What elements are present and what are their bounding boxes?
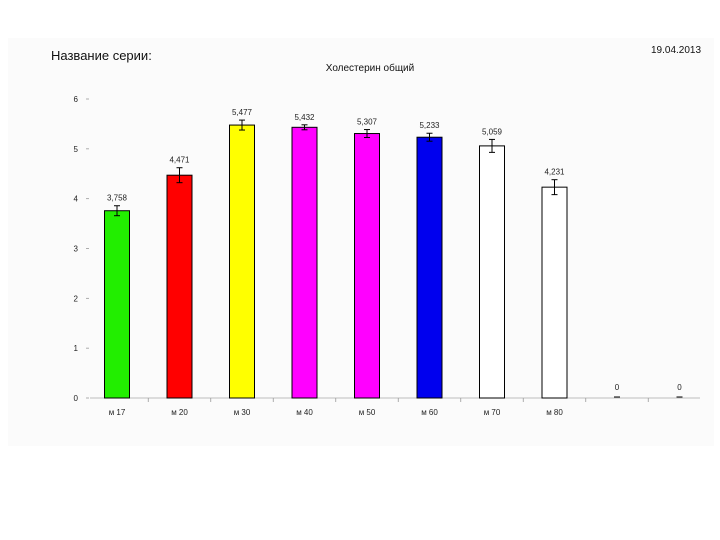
- bar: [229, 124, 255, 399]
- x-tick-label: м 80: [546, 408, 563, 417]
- x-tick-label: м 17: [109, 408, 126, 417]
- series-label: Название серии:: [51, 48, 152, 63]
- y-tick-label: 6: [74, 95, 79, 104]
- date-label: 19.04.2013: [651, 45, 702, 56]
- x-tick-label: м 30: [234, 408, 251, 417]
- x-tick-label: м 40: [296, 408, 313, 417]
- data-label: 5,432: [294, 113, 315, 122]
- x-tick-label: м 50: [359, 408, 376, 417]
- chart-title: Холестерин общий: [326, 62, 414, 74]
- data-label: 5,307: [357, 118, 378, 127]
- data-label: 4,471: [169, 156, 190, 165]
- y-tick-label: 2: [74, 294, 79, 303]
- y-tick-label: 5: [74, 145, 79, 154]
- y-tick-label: 0: [74, 394, 79, 403]
- y-tick-label: 3: [74, 245, 79, 254]
- x-tick-label: м 60: [421, 408, 438, 417]
- labels: 3,758 м 17 4,471 м 20 5,477 м 30 5,432 м 40 5,30…: [107, 108, 682, 417]
- bar: [291, 126, 318, 399]
- data-label: 5,477: [232, 108, 253, 117]
- bar: [416, 136, 443, 399]
- y-tick-label: 1: [74, 344, 79, 353]
- bar: [166, 174, 193, 399]
- bar: [479, 145, 505, 399]
- x-tick-label: м 20: [171, 408, 188, 417]
- data-label: 5,233: [419, 121, 440, 130]
- data-label: 4,231: [544, 168, 565, 177]
- data-label: 5,059: [482, 127, 503, 136]
- bar: [541, 186, 568, 399]
- data-label: 0: [677, 383, 682, 392]
- bar: [104, 210, 130, 399]
- data-label: 0: [615, 383, 620, 392]
- y-tick-label: 4: [74, 195, 79, 204]
- bar: [354, 133, 380, 399]
- bars: [104, 119, 683, 399]
- x-tick-label: м 70: [484, 408, 501, 417]
- data-label: 3,758: [107, 194, 128, 203]
